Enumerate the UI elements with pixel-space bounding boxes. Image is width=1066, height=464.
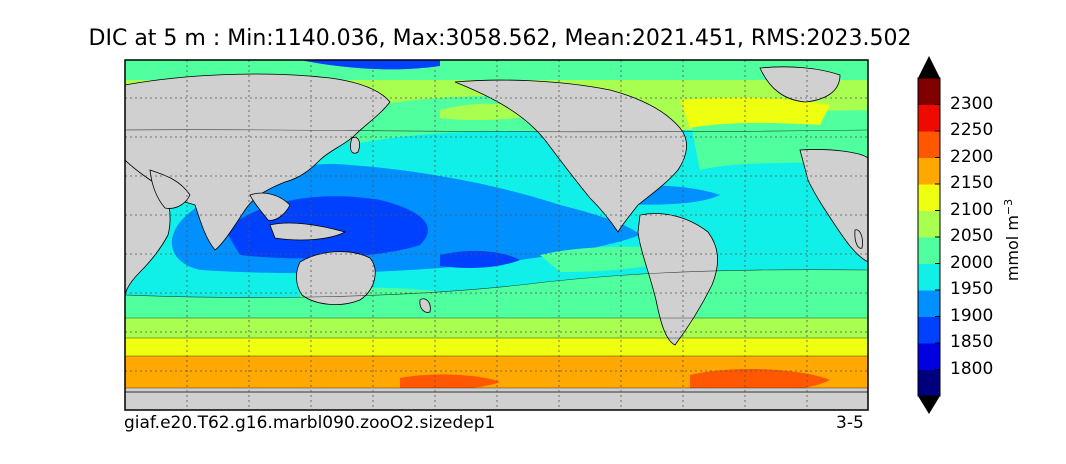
colorbar-extend-min bbox=[918, 396, 940, 414]
dic-field bbox=[125, 60, 868, 410]
field-tropical-atlantic bbox=[700, 207, 830, 247]
land-south-america bbox=[637, 213, 718, 346]
map-gridlines bbox=[125, 60, 868, 410]
colorbar-tick-label: 1800 bbox=[950, 358, 994, 379]
map-frame bbox=[124, 59, 869, 411]
field-south-yellow bbox=[125, 338, 868, 356]
colorbar-segment bbox=[918, 78, 940, 105]
land-new-zealand bbox=[419, 298, 431, 313]
land-australia bbox=[296, 251, 376, 305]
colorbar-tick-label: 2050 bbox=[950, 226, 994, 246]
colorbar-segment bbox=[918, 210, 940, 238]
colorbar-unit-label: mmol m−3 bbox=[1001, 198, 1023, 282]
land-antarctica bbox=[125, 391, 868, 410]
colorbar-tick-label: 2300 bbox=[950, 93, 994, 114]
colorbar-tick-label: 2150 bbox=[950, 173, 994, 193]
colorbar-segment bbox=[918, 157, 940, 185]
colorbar-segment bbox=[918, 131, 940, 158]
land-greenland bbox=[759, 66, 841, 103]
colorbar-segment bbox=[918, 237, 940, 264]
colorbar-tick-label: 2200 bbox=[950, 146, 994, 167]
field-south-transition bbox=[125, 318, 868, 338]
colorbar-segment bbox=[918, 369, 940, 397]
field-labrador bbox=[680, 97, 830, 128]
colorbar-segment bbox=[918, 263, 940, 291]
land-japan bbox=[350, 136, 360, 154]
land-arabia-india bbox=[149, 169, 191, 209]
colorbar-segment bbox=[918, 290, 940, 317]
colorbar-extend-max bbox=[918, 56, 940, 78]
period-label: 3-5 bbox=[836, 413, 864, 433]
colorbar-segment bbox=[918, 104, 940, 132]
field-arctic-low bbox=[300, 60, 440, 70]
contour-lines bbox=[125, 129, 868, 389]
land-north-america bbox=[454, 79, 687, 233]
run-name-label: giaf.e20.T62.g16.marbl090.zooO2.sizedep1 bbox=[124, 413, 496, 433]
colorbar-segment bbox=[918, 343, 940, 370]
field-south-pacific-low bbox=[440, 250, 520, 268]
colorbar-segment bbox=[918, 316, 940, 344]
field-weddell-high bbox=[690, 368, 830, 393]
land-madagascar bbox=[854, 229, 863, 249]
colorbar-tick-label: 2250 bbox=[950, 120, 994, 140]
colorbar-tick-label: 1850 bbox=[950, 332, 994, 352]
colorbar-tick-label: 2000 bbox=[950, 252, 994, 273]
land-indonesia bbox=[269, 222, 347, 241]
colorbar bbox=[917, 56, 941, 414]
colorbar-tick-label: 2100 bbox=[950, 199, 994, 220]
colorbar-segment bbox=[918, 184, 940, 211]
colorbar-tick-label: 1950 bbox=[950, 279, 994, 299]
plot-title: DIC at 5 m : Min:1140.036, Max:3058.562,… bbox=[88, 26, 912, 51]
land-southeast-asia bbox=[249, 192, 291, 221]
field-ross-high bbox=[400, 374, 500, 390]
colorbar-tick-label: 1900 bbox=[950, 305, 994, 326]
land-africa-east bbox=[799, 149, 868, 263]
